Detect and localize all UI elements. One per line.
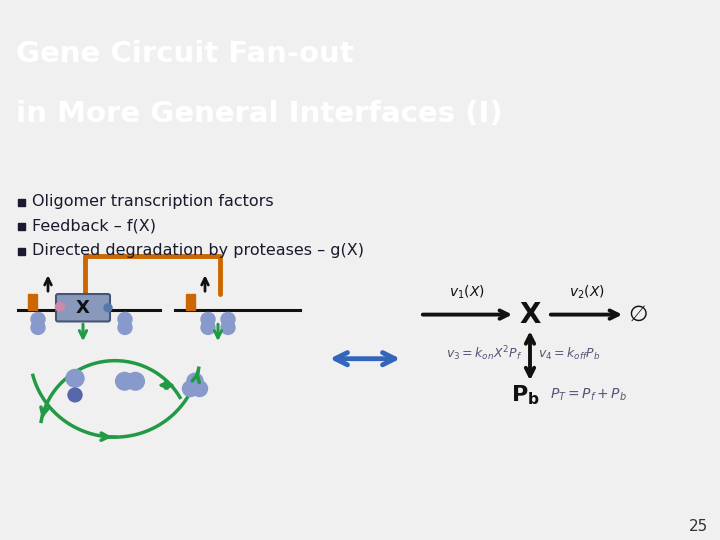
Circle shape — [104, 304, 112, 312]
Circle shape — [221, 313, 235, 326]
Bar — [28, 294, 37, 310]
Circle shape — [201, 321, 215, 334]
Circle shape — [66, 369, 84, 387]
Circle shape — [31, 321, 45, 334]
Bar — [18, 199, 25, 206]
Text: in More General Interfaces (I): in More General Interfaces (I) — [16, 100, 503, 129]
Text: $P_T = P_f + P_b$: $P_T = P_f + P_b$ — [550, 387, 627, 403]
Circle shape — [221, 321, 235, 334]
Circle shape — [187, 373, 203, 389]
Bar — [18, 224, 25, 231]
Text: $\varnothing$: $\varnothing$ — [628, 305, 648, 325]
Circle shape — [127, 373, 145, 390]
Bar — [186, 294, 195, 310]
Text: $v_1(X)$: $v_1(X)$ — [449, 284, 485, 301]
Text: Gene Circuit Fan-out: Gene Circuit Fan-out — [16, 40, 354, 69]
Text: $\mathbf{P_b}$: $\mathbf{P_b}$ — [510, 383, 539, 407]
Text: $v_3 = k_{on}X^2P_f$: $v_3 = k_{on}X^2P_f$ — [446, 345, 522, 363]
Text: Oligomer transcription factors: Oligomer transcription factors — [32, 194, 274, 210]
Text: $v_2(X)$: $v_2(X)$ — [569, 284, 605, 301]
Text: X: X — [519, 301, 541, 329]
Circle shape — [68, 388, 82, 402]
Bar — [18, 248, 25, 255]
Text: $v_4 = k_{off}P_b$: $v_4 = k_{off}P_b$ — [538, 346, 600, 362]
Circle shape — [182, 381, 199, 396]
Text: 25: 25 — [689, 519, 708, 534]
FancyBboxPatch shape — [56, 294, 110, 321]
Circle shape — [118, 313, 132, 326]
Circle shape — [55, 302, 65, 311]
Text: Feedback – f(X): Feedback – f(X) — [32, 219, 156, 234]
Text: X: X — [76, 299, 90, 317]
Circle shape — [192, 381, 207, 396]
Circle shape — [116, 373, 134, 390]
Circle shape — [201, 313, 215, 326]
Text: Directed degradation by proteases – g(X): Directed degradation by proteases – g(X) — [32, 244, 364, 259]
Circle shape — [118, 321, 132, 334]
Circle shape — [31, 313, 45, 326]
